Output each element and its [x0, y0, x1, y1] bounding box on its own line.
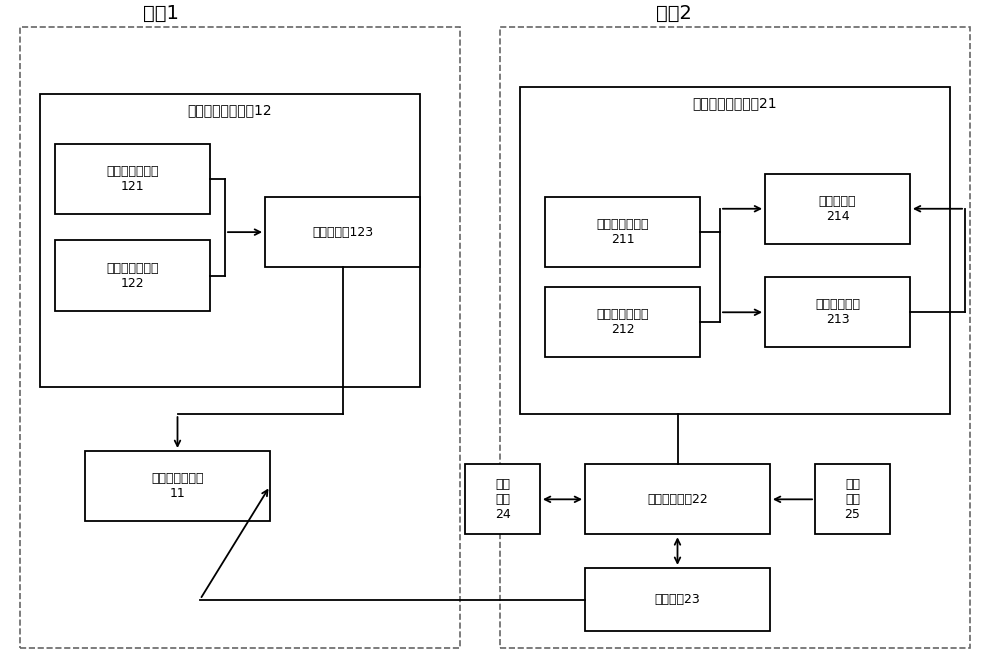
Text: 从机2: 从机2 — [656, 4, 692, 23]
Bar — [55, 144, 210, 214]
Text: 数据处理模块22: 数据处理模块22 — [647, 493, 708, 506]
Bar — [545, 197, 700, 267]
Bar — [465, 464, 540, 534]
Text: 信号调理电路
213: 信号调理电路 213 — [815, 299, 860, 326]
Text: 通讯模块23: 通讯模块23 — [655, 593, 700, 606]
Bar — [765, 277, 910, 347]
Text: 锁相环电路
214: 锁相环电路 214 — [819, 195, 856, 222]
Bar — [520, 87, 950, 414]
Bar — [55, 240, 210, 311]
Bar — [40, 94, 420, 387]
Text: 显示
模块
24: 显示 模块 24 — [495, 478, 510, 521]
Bar — [815, 464, 890, 534]
Bar — [765, 174, 910, 244]
Text: 从机电流传感器
212: 从机电流传感器 212 — [596, 309, 649, 336]
Text: 主机1: 主机1 — [143, 4, 179, 23]
Bar — [500, 27, 970, 648]
Text: 主机电流传感器
122: 主机电流传感器 122 — [106, 262, 159, 289]
Bar — [585, 464, 770, 534]
Bar — [20, 27, 460, 648]
Bar — [585, 568, 770, 631]
Bar — [85, 451, 270, 521]
Text: 从机电压传感器
211: 从机电压传感器 211 — [596, 218, 649, 246]
Text: 数据采集卡123: 数据采集卡123 — [312, 226, 373, 238]
Bar — [265, 197, 420, 267]
Text: 主机数据采集模块12: 主机数据采集模块12 — [188, 104, 272, 117]
Text: 核心处理器模块
11: 核心处理器模块 11 — [151, 472, 204, 500]
Text: 从机数据采集模块21: 从机数据采集模块21 — [693, 97, 777, 110]
Text: 电源
模块
25: 电源 模块 25 — [845, 478, 860, 521]
Text: 主机电压传感器
121: 主机电压传感器 121 — [106, 165, 159, 192]
Bar — [545, 287, 700, 357]
